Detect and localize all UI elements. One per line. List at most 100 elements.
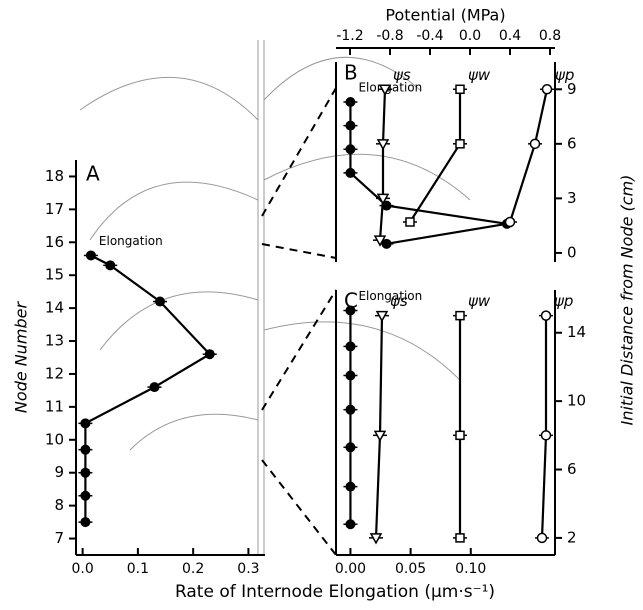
panel-label: B: [344, 61, 358, 85]
series-line: [378, 89, 387, 241]
marker: [376, 139, 390, 151]
series-label: Elongation: [99, 234, 163, 248]
marker: [405, 217, 415, 227]
marker: [381, 238, 392, 249]
x2-tick-label: 0.8: [539, 28, 561, 44]
x-tick-label: 0.00: [335, 561, 366, 577]
marker: [85, 250, 96, 261]
x-tick-label: 0.1: [127, 561, 149, 577]
marker: [80, 444, 91, 455]
y-tick-label: 0: [567, 243, 577, 261]
y-tick-label: 10: [45, 430, 64, 448]
marker: [345, 144, 356, 155]
marker: [345, 341, 356, 352]
marker: [204, 349, 215, 360]
leaves: [79, 56, 471, 451]
marker: [345, 404, 356, 415]
series-label: ψs: [390, 292, 408, 310]
y2-axis-title: Initial Distance from Node (cm): [618, 175, 637, 426]
marker: [540, 430, 552, 441]
marker: [529, 138, 541, 150]
x2-tick-label: -0.4: [416, 28, 443, 44]
x-axis-title: Rate of Internode Elongation (μm·s⁻¹): [175, 582, 495, 602]
marker: [373, 235, 387, 247]
y-tick-label: 16: [45, 233, 64, 251]
panel-label: A: [86, 162, 100, 186]
series-label: ψp: [555, 66, 574, 84]
y-tick-label: 2: [567, 528, 577, 546]
marker: [345, 442, 356, 453]
marker: [455, 533, 465, 543]
x-tick-label: 0.05: [395, 561, 426, 577]
series-label: ψs: [393, 66, 411, 84]
y-tick-label: 3: [567, 189, 577, 207]
series-label: Elongation: [358, 81, 422, 95]
y-tick-label: 6: [567, 460, 577, 478]
x2-tick-label: 0.0: [459, 28, 481, 44]
x2-axis-title: Potential (MPa): [385, 6, 505, 25]
marker: [541, 84, 553, 95]
y-tick-label: 8: [54, 496, 64, 514]
plant-sketch: [79, 40, 471, 555]
marker: [536, 532, 548, 544]
x-tick-label: 0.2: [182, 561, 204, 577]
marker: [455, 310, 465, 321]
marker: [80, 467, 91, 478]
y-tick-label: 18: [45, 167, 64, 185]
marker: [378, 84, 392, 96]
series-line: [349, 102, 508, 245]
y-tick-label: 9: [54, 463, 64, 481]
series-line: [508, 89, 549, 223]
y-axis-title: Node Number: [12, 301, 31, 414]
marker: [375, 310, 389, 323]
stem: [257, 40, 265, 555]
marker: [504, 216, 516, 228]
marker: [381, 200, 392, 211]
x-tick-label: 0.0: [71, 561, 93, 577]
marker: [455, 430, 465, 441]
y-tick-label: 14: [45, 299, 64, 317]
marker: [455, 84, 465, 95]
marker: [540, 310, 552, 321]
marker: [369, 533, 383, 545]
y-tick-label: 13: [45, 332, 64, 350]
series-label: ψw: [468, 292, 491, 310]
x-tick-label: 0.10: [455, 561, 486, 577]
marker: [80, 490, 91, 501]
y-tick-label: 14: [567, 323, 586, 341]
series-label: ψp: [554, 292, 573, 310]
marker: [80, 418, 91, 429]
y-tick-label: 15: [45, 266, 64, 284]
x2-tick-label: 0.4: [499, 28, 521, 44]
connector: [261, 87, 337, 556]
y-tick-label: 11: [45, 397, 64, 415]
series-line: [84, 254, 212, 523]
marker: [345, 167, 356, 178]
marker: [105, 260, 116, 271]
marker: [345, 97, 356, 107]
y-tick-label: 17: [45, 200, 64, 218]
series-label: Elongation: [358, 289, 422, 303]
x2-tick-label: -0.8: [376, 28, 403, 44]
y-tick-label: 10: [567, 392, 586, 410]
marker: [345, 519, 356, 530]
marker: [345, 481, 356, 492]
y-tick-label: 7: [54, 529, 64, 547]
marker: [345, 120, 356, 131]
x-tick-label: 0.3: [237, 561, 259, 577]
marker: [345, 370, 356, 381]
series-line: [540, 315, 548, 538]
marker: [149, 382, 160, 393]
series-line: [409, 89, 462, 223]
y-tick-label: 12: [45, 364, 64, 382]
y-tick-label: 6: [567, 134, 577, 152]
marker: [376, 193, 390, 205]
marker: [373, 430, 387, 442]
marker: [455, 139, 465, 149]
x2-tick-label: -1.2: [336, 28, 363, 44]
marker: [155, 296, 165, 307]
series-line: [374, 315, 384, 538]
marker: [80, 517, 91, 528]
y-tick-label: 9: [567, 80, 577, 98]
